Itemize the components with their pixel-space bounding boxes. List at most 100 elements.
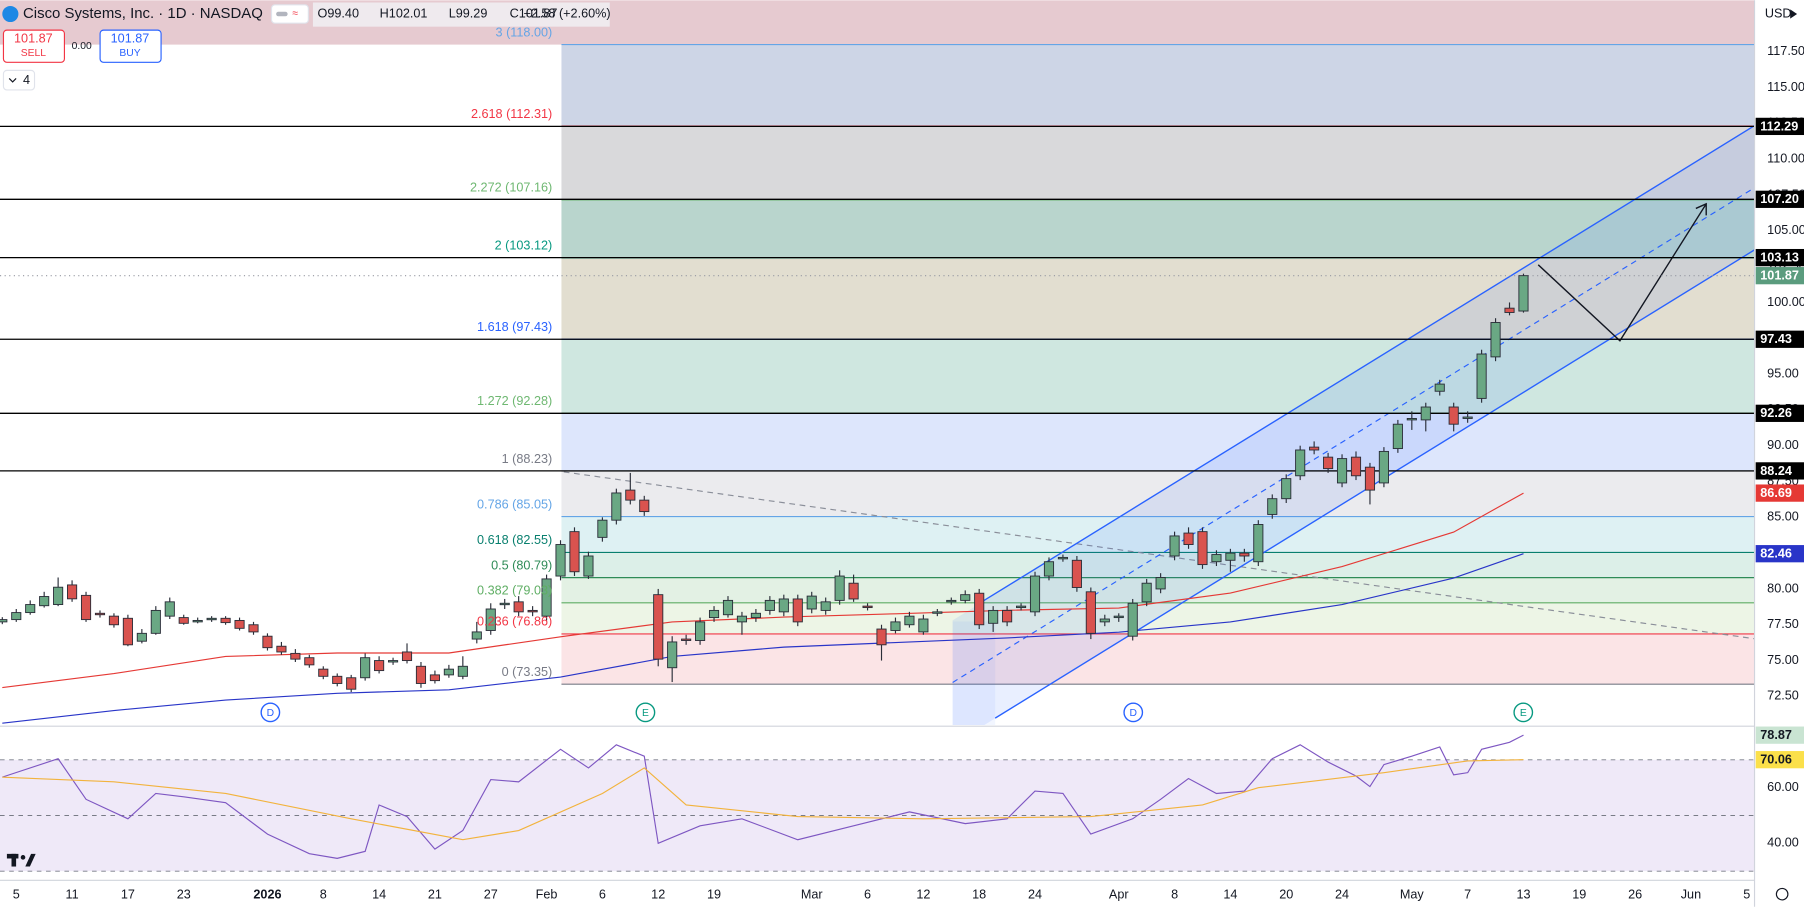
candle-body — [1350, 456, 1362, 477]
x-tick-label: 14 — [1223, 888, 1237, 902]
event-marker — [1123, 702, 1144, 723]
y-tick-label: 60.00 — [1767, 780, 1799, 794]
candle-body — [918, 618, 929, 633]
candle-body — [1002, 609, 1013, 623]
candle-body — [1504, 307, 1515, 313]
axes: 72.5075.0077.5080.0082.5085.0087.5090.00… — [13, 44, 1804, 902]
rsi-pane — [0, 734, 1755, 872]
rsi-line — [2, 734, 1524, 859]
currency[interactable]: USD — [1765, 6, 1792, 20]
visibility-toggle[interactable] — [270, 4, 309, 24]
price-label: 86.69 — [1760, 486, 1792, 500]
x-tick-label: 6 — [599, 888, 606, 902]
candle-body — [346, 677, 357, 690]
event-label: D — [1130, 708, 1137, 719]
rsi-line — [2, 759, 1524, 841]
fib-label: 0.5 (80.79) — [491, 558, 552, 572]
candle-body — [541, 578, 552, 617]
sell-button[interactable] — [2, 29, 66, 63]
candle-body — [67, 584, 78, 600]
candle-body — [792, 598, 803, 623]
fib-band — [561, 257, 1755, 340]
symbol-logo[interactable] — [2, 5, 19, 23]
candle-body — [206, 617, 217, 621]
x-tick-label: 19 — [707, 888, 721, 902]
quote-low: L99.29 — [449, 6, 488, 20]
x-tick-label: 5 — [1743, 888, 1750, 902]
candle-body — [1253, 524, 1264, 563]
logo-part — [20, 855, 26, 860]
candle-body — [1239, 552, 1250, 557]
settings-icon[interactable] — [1775, 887, 1789, 901]
candle-body — [332, 675, 343, 684]
x-tick-label: 8 — [1171, 888, 1178, 902]
candle-body — [234, 619, 245, 629]
x-tick-label: 26 — [1628, 888, 1642, 902]
y-tick-label: 72.50 — [1767, 689, 1799, 703]
fib-band — [561, 339, 1755, 414]
x-tick-label: Jun — [1681, 888, 1701, 902]
candle-body — [653, 594, 664, 660]
candle-body — [611, 492, 622, 521]
indicators-toggle[interactable] — [2, 69, 36, 91]
y-tick-label: 75.00 — [1767, 653, 1799, 667]
candle-body — [988, 609, 999, 624]
candle-body — [569, 531, 580, 573]
x-tick-label: 12 — [916, 888, 930, 902]
price-label: 112.29 — [1760, 119, 1798, 133]
x-tick-label: 23 — [177, 888, 191, 902]
price-label: 92.26 — [1760, 406, 1792, 420]
candle-body — [890, 621, 901, 631]
candles — [0, 273, 1529, 693]
price-background — [0, 0, 1755, 685]
candle-body — [429, 674, 440, 682]
candle-body — [639, 499, 650, 513]
x-tick-label: May — [1400, 888, 1425, 902]
candle-body — [248, 624, 259, 633]
fib-label: 1.272 (92.28) — [477, 394, 552, 408]
symbol-title[interactable]: Cisco Systems, Inc. · 1D · NASDAQ — [23, 5, 263, 22]
price-label-box — [1755, 190, 1804, 208]
fib-band — [561, 633, 1755, 685]
sell-price: 101.87 — [14, 32, 53, 46]
candle-body — [262, 635, 273, 649]
candle-body — [471, 631, 482, 640]
x-tick-label: 24 — [1028, 888, 1042, 902]
candle-body — [1364, 466, 1376, 491]
y-tick-label: 95.00 — [1767, 366, 1799, 380]
candle-body — [0, 619, 8, 623]
fib-label: 0.786 (85.05) — [477, 497, 552, 511]
x-tick-label: 12 — [651, 888, 665, 902]
candle-body — [527, 609, 538, 613]
moving-average — [2, 492, 1524, 689]
fib-label: 0.618 (82.55) — [477, 533, 552, 547]
quote-open: O99.40 — [318, 6, 359, 20]
price-label-box — [1755, 117, 1804, 136]
candle-body — [932, 611, 943, 614]
fib-label: 2 (103.12) — [495, 239, 553, 253]
event-marker — [1513, 702, 1534, 723]
buy-button[interactable] — [99, 29, 162, 63]
x-tick-label: 21 — [428, 888, 442, 902]
candle-body — [904, 615, 915, 626]
toggle-icon — [276, 11, 288, 17]
candle-body — [806, 595, 817, 610]
candle-body — [1197, 531, 1208, 566]
price-label: 97.43 — [1760, 332, 1792, 346]
price-label-box — [1755, 404, 1804, 422]
candle-body — [1071, 559, 1082, 588]
channel-fill — [952, 125, 1755, 726]
candle-body — [457, 665, 468, 677]
x-tick-label: 7 — [1464, 888, 1471, 902]
price-label-box — [1755, 484, 1804, 502]
candle-body — [94, 612, 106, 616]
x-tick-label: Apr — [1109, 888, 1129, 902]
price-label-box — [1755, 248, 1804, 267]
candle-body — [1336, 458, 1348, 484]
candle-body — [401, 651, 413, 662]
fib-label: 0 (73.35) — [502, 665, 553, 679]
channel-start — [952, 621, 996, 726]
candle-body — [11, 612, 22, 621]
x-tick-label: 17 — [121, 888, 135, 902]
